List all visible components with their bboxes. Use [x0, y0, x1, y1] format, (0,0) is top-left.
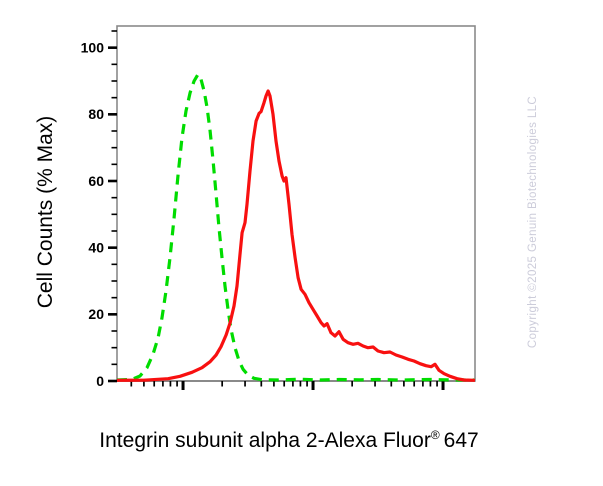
y-tick-label: 0: [96, 373, 104, 389]
x-axis-title: Integrin subunit alpha 2-Alexa Fluor® 647: [99, 429, 478, 453]
y-tick-label: 20: [88, 306, 104, 322]
y-tick-label: 80: [88, 106, 104, 122]
plot-frame: [116, 25, 476, 382]
y-tick-label: 60: [88, 173, 104, 189]
registered-trademark-symbol: ®: [430, 428, 440, 442]
red-solid-histogram-curve: [116, 89, 476, 382]
green-dashed-histogram-curve: [116, 72, 475, 382]
x-axis-title-number: 647: [443, 429, 479, 452]
y-tick-label: 40: [88, 240, 104, 256]
x-axis-title-main: Integrin subunit alpha 2-Alexa Fluor: [99, 429, 431, 452]
y-axis-title: Cell Counts (% Max): [34, 115, 57, 309]
copyright-watermark: Copyright ©2025 Genuin Biotechnologies L…: [527, 95, 539, 349]
y-tick-label: 100: [81, 40, 105, 56]
